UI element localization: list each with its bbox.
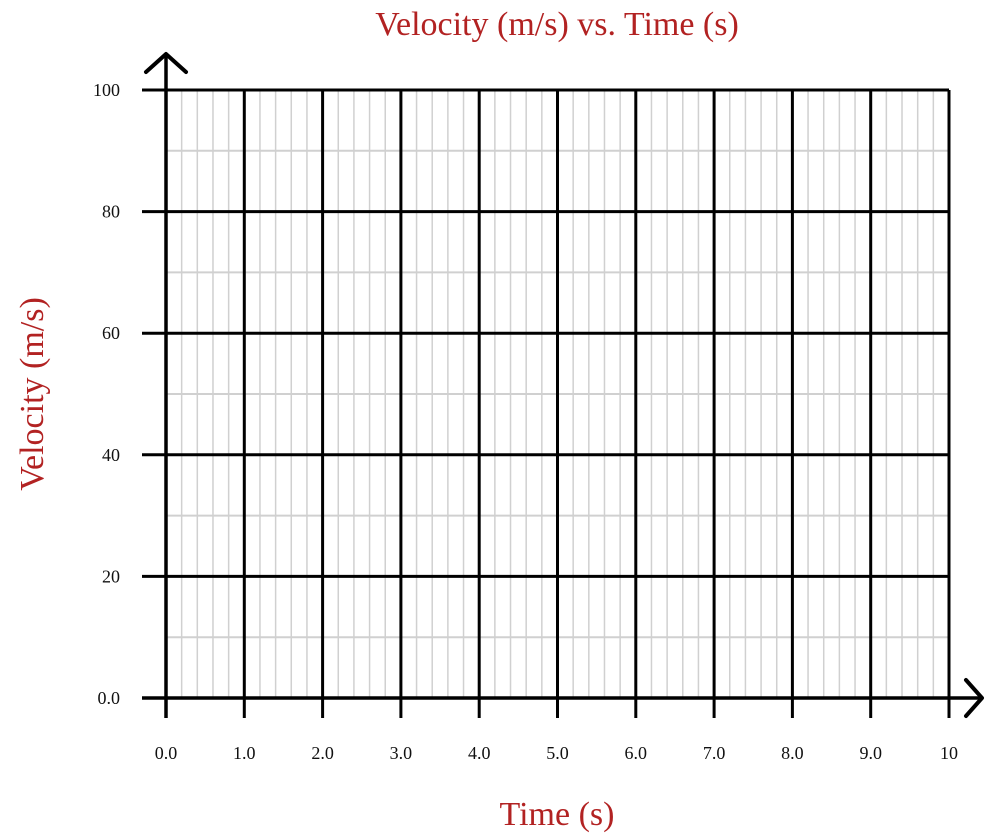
y-ticks: 0.0 20 40 60 80 100: [93, 80, 166, 708]
x-tick-label: 7.0: [703, 743, 726, 763]
x-tick-label: 8.0: [781, 743, 804, 763]
x-tick-label: 5.0: [546, 743, 569, 763]
y-tick-label: 100: [93, 80, 120, 100]
major-grid: [166, 88, 951, 698]
y-tick-label: 0.0: [98, 688, 121, 708]
y-tick-label: 20: [102, 566, 120, 586]
chart-title: Velocity (m/s) vs. Time (s): [375, 6, 739, 43]
x-axis-arrow-icon: [964, 678, 984, 718]
x-axis-label: Time (s): [500, 796, 615, 833]
x-tick-label: 2.0: [311, 743, 334, 763]
x-tick-label: 10: [940, 743, 958, 763]
x-tick-label: 1.0: [233, 743, 256, 763]
axes: [142, 52, 984, 718]
x-tick-label: 3.0: [390, 743, 413, 763]
x-tick-label: 0.0: [155, 743, 178, 763]
y-tick-label: 40: [102, 445, 120, 465]
x-tick-label: 4.0: [468, 743, 491, 763]
x-tick-label: 6.0: [625, 743, 648, 763]
y-tick-label: 60: [102, 323, 120, 343]
y-axis-arrow-icon: [144, 52, 188, 74]
y-axis-label: Velocity (m/s): [14, 297, 51, 491]
x-tick-label: 9.0: [859, 743, 882, 763]
y-tick-label: 80: [102, 202, 120, 222]
x-ticks: 0.0 1.0 2.0 3.0 4.0 5.0 6.0 7.0 8.0 9.0 10: [155, 698, 958, 763]
